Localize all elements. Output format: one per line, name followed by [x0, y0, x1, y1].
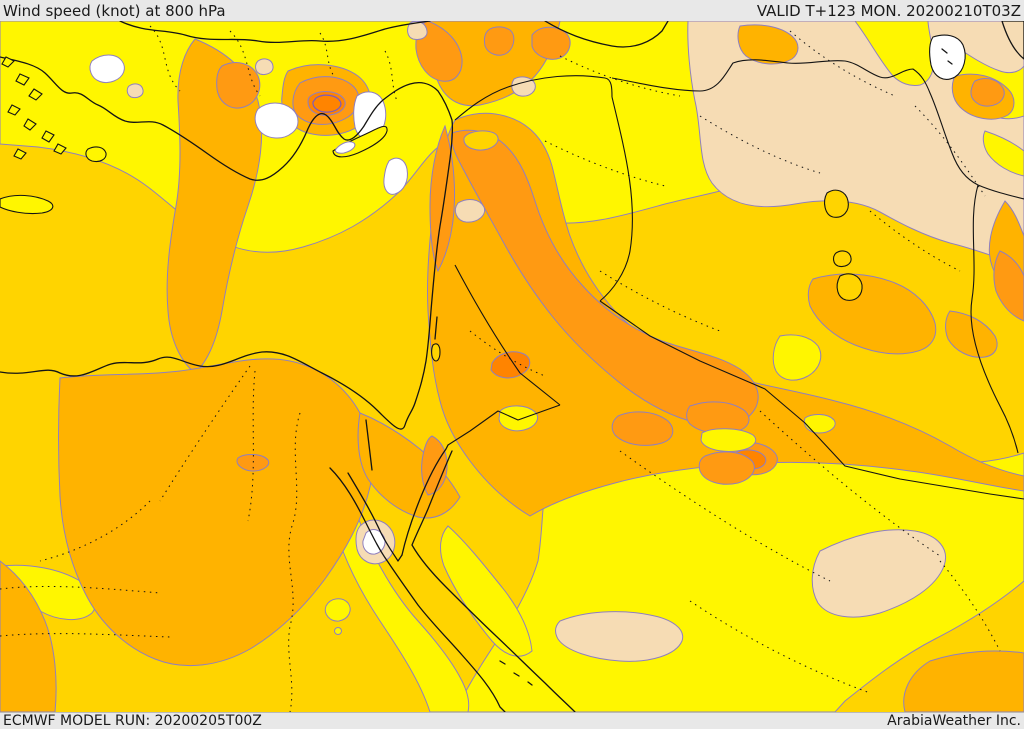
- contour-fills-small-patches: [126, 21, 946, 662]
- valid-time-label: VALID T+123 MON. 20200210T03Z: [756, 1, 1021, 20]
- model-run-label: ECMWF MODEL RUN: 20200205T00Z: [3, 713, 262, 729]
- footer-bar: ECMWF MODEL RUN: 20200205T00Z ArabiaWeat…: [0, 712, 1024, 729]
- contour-fills-amber: [0, 21, 1024, 712]
- islands-and-lakes: [0, 34, 966, 362]
- header-bar: Wind speed (knot) at 800 hPa VALID T+123…: [0, 0, 1024, 21]
- wind-speed-map: [0, 21, 1024, 712]
- credit-label: ArabiaWeather Inc.: [887, 713, 1021, 729]
- coastlines: [0, 21, 1024, 712]
- map-title: Wind speed (knot) at 800 hPa: [3, 1, 226, 20]
- admin-boundaries-dotted: [0, 25, 1001, 712]
- country-borders: [447, 59, 1024, 500]
